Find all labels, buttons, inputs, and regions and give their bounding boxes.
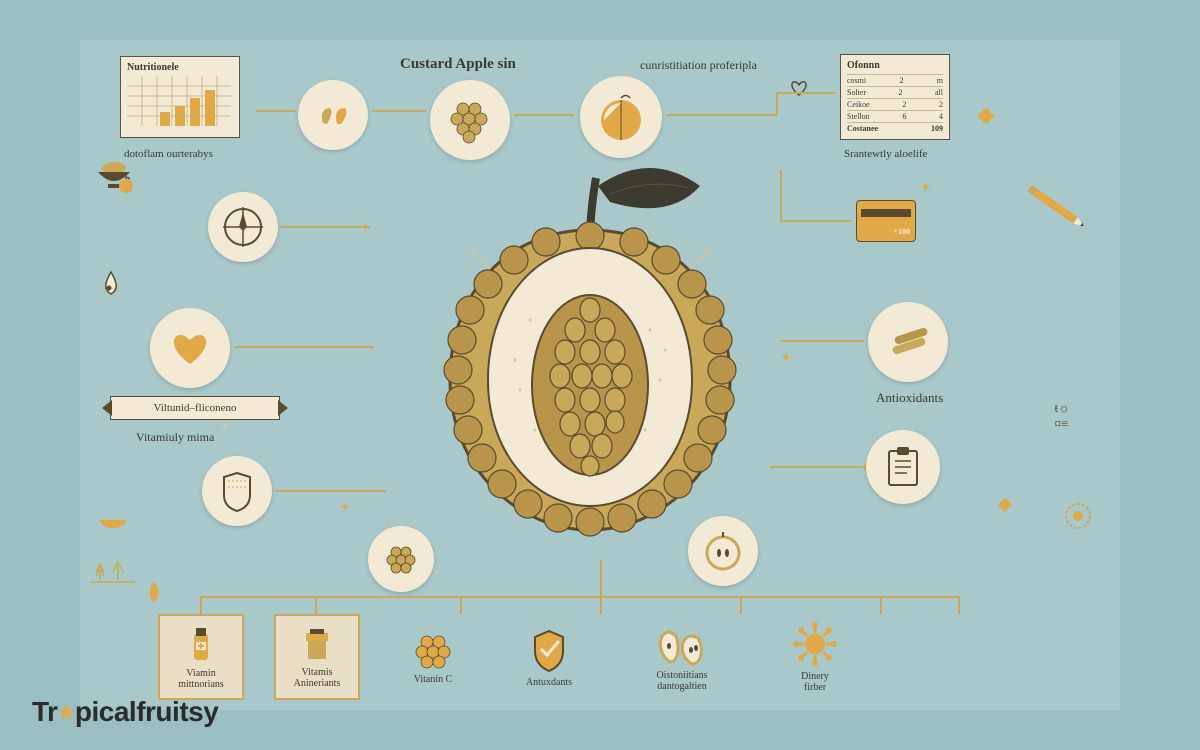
connector bbox=[280, 226, 370, 228]
bar-chart-icon bbox=[127, 76, 231, 130]
citrus-icon bbox=[1064, 502, 1092, 530]
sparkle-icon: ✦ bbox=[340, 500, 350, 515]
jar-icon bbox=[302, 625, 332, 663]
connector bbox=[460, 596, 462, 614]
connector bbox=[600, 560, 602, 614]
connector bbox=[234, 346, 374, 348]
virus-icon bbox=[792, 621, 838, 667]
connector bbox=[780, 340, 864, 342]
shield-icon bbox=[529, 627, 569, 673]
connector bbox=[315, 596, 317, 614]
bottle-icon bbox=[186, 624, 216, 664]
custard-title: Custard Apple sin bbox=[400, 56, 516, 73]
connector bbox=[200, 596, 202, 614]
diamond-icon bbox=[998, 498, 1012, 512]
connector bbox=[740, 596, 742, 614]
infographic-canvas: ✦ ✦ ✦ ✦ ✦ ✦ ✦ ŧ☼¤≡ Nutritionele bbox=[80, 40, 1120, 710]
bottom-row: Viaminmittnorians VitamisAnineriants Vit… bbox=[158, 614, 858, 700]
ribbon-end bbox=[278, 400, 288, 416]
card-icon: +100 bbox=[856, 200, 916, 242]
ofon-title: Ofonnn bbox=[847, 60, 943, 71]
bottom-box-vitc: Vitanin C bbox=[390, 614, 476, 700]
connector bbox=[780, 170, 782, 222]
diamond-icon bbox=[978, 108, 995, 125]
bottom-box-virus: Dineryfirber bbox=[772, 614, 858, 700]
ribbon-text: Viltunid–fliconeno bbox=[153, 402, 236, 414]
glyph-icon: ŧ☼¤≡ bbox=[1054, 400, 1070, 432]
sticks-circle-icon bbox=[868, 302, 948, 382]
connector bbox=[514, 114, 574, 116]
connector bbox=[200, 596, 960, 598]
apple-mini-icon bbox=[116, 174, 136, 194]
sticks-icon bbox=[884, 322, 932, 362]
connector bbox=[666, 114, 776, 116]
connector bbox=[770, 466, 862, 468]
sub-title: cunristitiation proferipla bbox=[640, 58, 757, 73]
ofon-card: Ofonnn cosmi2m Solter2all Ceikoe22 Stell… bbox=[840, 54, 950, 140]
bottom-box-jar: VitamisAnineriants bbox=[274, 614, 360, 700]
connector bbox=[958, 596, 960, 614]
slice-icon bbox=[98, 510, 128, 530]
badge-circle-icon bbox=[202, 456, 272, 526]
antioxidants-label: Antioxidants bbox=[876, 390, 943, 406]
connector bbox=[776, 92, 778, 116]
ribbon-end bbox=[102, 400, 112, 416]
watermark-logo: Tr★picalfruitsy bbox=[32, 696, 218, 728]
connector bbox=[256, 110, 296, 112]
bottom-box-shield: Antuxdants bbox=[506, 614, 592, 700]
seed-icon bbox=[146, 580, 162, 604]
clipboard-circle-icon bbox=[866, 430, 940, 504]
apple-half-circle-icon bbox=[688, 516, 758, 586]
nutrition-title: Nutritionele bbox=[127, 62, 233, 73]
bottom-box-vitamin-bottle: Viaminmittnorians bbox=[158, 614, 244, 700]
connector bbox=[276, 490, 386, 492]
leaves-circle-icon bbox=[298, 80, 368, 150]
drop-icon bbox=[100, 270, 122, 296]
heart-circle-icon bbox=[150, 308, 230, 388]
star-icon: ★ bbox=[57, 702, 74, 724]
ofon-sub: Srantewtly aloelife bbox=[844, 148, 927, 160]
connector bbox=[372, 110, 426, 112]
vitamily-label: Vitamiuly mima bbox=[136, 430, 214, 445]
cluster-small-icon bbox=[382, 540, 420, 578]
connector bbox=[780, 220, 852, 222]
cluster-icon bbox=[411, 630, 455, 670]
custard-apple-illustration bbox=[370, 130, 810, 540]
bottom-box-apple-slice: Oistoniitiansdantogaltien bbox=[622, 614, 742, 700]
apple-half-icon bbox=[701, 529, 745, 573]
connector bbox=[880, 596, 882, 614]
compass-circle-icon bbox=[208, 192, 278, 262]
leaves-icon bbox=[313, 98, 353, 132]
heart-icon bbox=[168, 328, 212, 368]
ribbon-banner: Viltunid–fliconeno bbox=[110, 396, 280, 420]
connector bbox=[776, 92, 836, 94]
sparkle-icon: ✦ bbox=[920, 180, 932, 197]
apple-slice-icon bbox=[652, 622, 712, 666]
nutrition-card: Nutritionele bbox=[120, 56, 240, 138]
pencil-icon bbox=[1023, 181, 1087, 231]
badge-icon bbox=[218, 469, 256, 513]
nutrition-caption: dotoflam ourterabys bbox=[124, 148, 213, 160]
sparkle-icon: ✦ bbox=[220, 420, 230, 435]
trees-icon bbox=[90, 550, 140, 590]
compass-icon bbox=[220, 204, 266, 250]
clipboard-icon bbox=[885, 445, 921, 489]
cluster-small-circle-icon bbox=[368, 526, 434, 592]
